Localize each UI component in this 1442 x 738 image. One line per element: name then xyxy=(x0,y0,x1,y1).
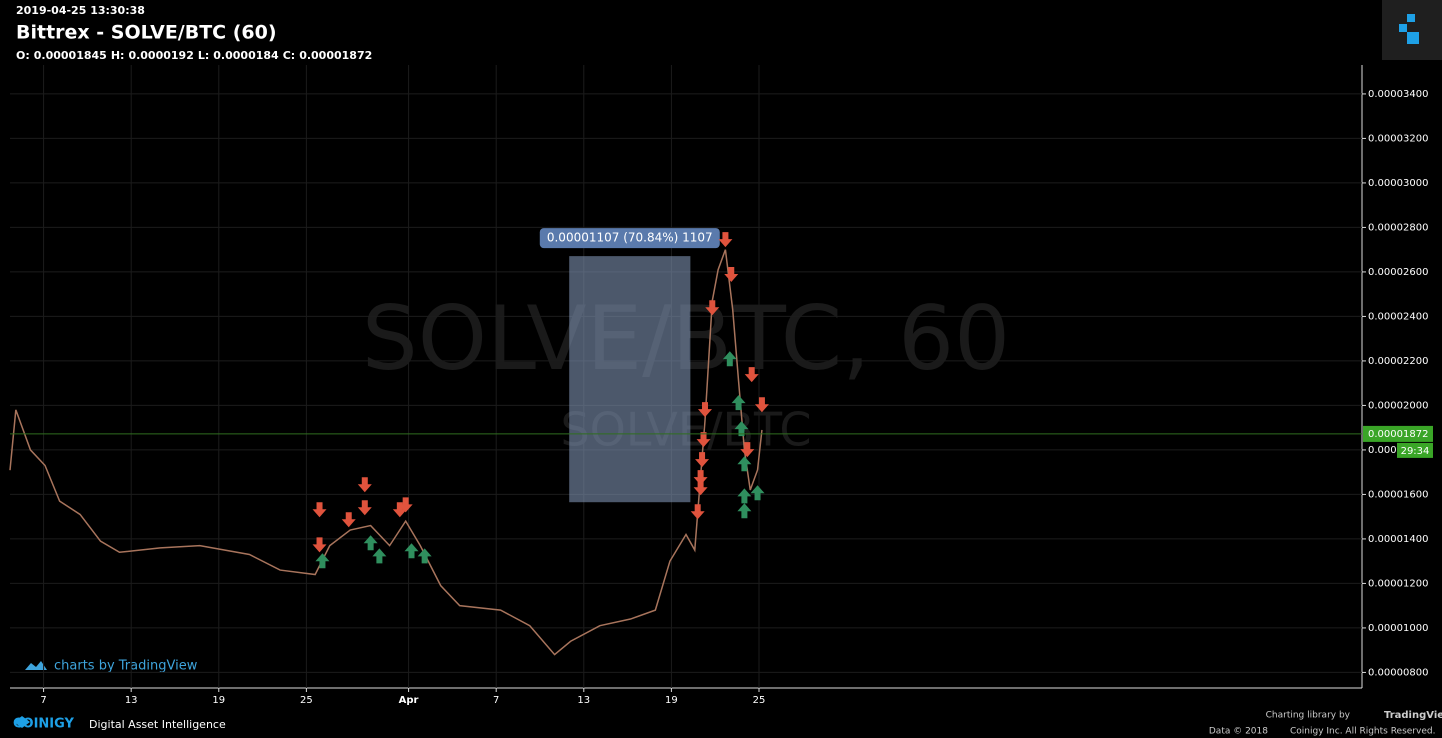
buy-arrow xyxy=(737,456,752,472)
sell-arrow xyxy=(398,497,413,513)
buy-arrow xyxy=(750,485,765,501)
ohlc-value: 0.0000192 xyxy=(128,49,193,62)
y-tick-label: 0.00001400 xyxy=(1368,534,1428,545)
sell-arrow xyxy=(693,480,708,496)
buy-arrow xyxy=(417,548,432,564)
sell-arrow xyxy=(690,504,705,520)
coinigy-logo xyxy=(14,716,30,728)
sell-arrow xyxy=(695,452,710,468)
y-tick-label: 0.00003200 xyxy=(1368,133,1428,144)
ohlc-value: 0.0000184 xyxy=(213,49,279,62)
library-name[interactable]: TradingView xyxy=(1384,710,1442,721)
rights: Coinigy Inc. All Rights Reserved. xyxy=(1290,727,1435,737)
x-tick-label: 25 xyxy=(753,695,766,706)
sell-arrow xyxy=(724,267,739,283)
sell-arrow xyxy=(696,432,711,448)
y-tick-label: 0.00002000 xyxy=(1368,400,1428,411)
y-tick-label: 0.00001000 xyxy=(1368,623,1428,634)
y-tick-label: 0.00003400 xyxy=(1368,89,1428,100)
measure-label: 0.00001107 (70.84%) 1107 xyxy=(547,231,713,245)
y-tick-label: 0.00002200 xyxy=(1368,356,1428,367)
buy-arrow xyxy=(737,503,752,519)
buy-arrow xyxy=(372,548,387,564)
attribution[interactable]: charts by TradingView xyxy=(54,659,198,674)
sell-arrow xyxy=(312,537,327,553)
tv-logo xyxy=(25,661,47,670)
x-tick-label: 13 xyxy=(125,695,138,706)
x-tick-label: 19 xyxy=(212,695,225,706)
x-tick-label: 7 xyxy=(40,695,46,706)
x-tick-label: 19 xyxy=(665,695,678,706)
ohlc-value: 0.00001872 xyxy=(299,49,372,62)
countdown: 29:34 xyxy=(1401,446,1430,457)
sell-arrow xyxy=(740,442,755,458)
sell-arrow xyxy=(697,402,712,418)
ohlc-value: 0.00001845 xyxy=(34,49,107,62)
price-line xyxy=(9,249,763,656)
sell-arrow xyxy=(357,477,372,493)
data-note: Data © 2018 xyxy=(1209,727,1268,737)
sell-arrow xyxy=(693,470,708,486)
buy-arrow xyxy=(734,421,749,437)
measure-label-box xyxy=(539,228,720,249)
x-tick-label: 13 xyxy=(577,695,590,706)
buy-arrow xyxy=(737,488,752,504)
buy-arrow xyxy=(363,535,378,551)
ohlc-label: H: xyxy=(111,49,125,62)
sell-arrow xyxy=(312,502,327,518)
x-tick-label: 25 xyxy=(300,695,313,706)
brand: COINIGY xyxy=(13,717,75,732)
x-tick-label: 7 xyxy=(493,695,499,706)
ohlc-label: L: xyxy=(198,49,209,62)
library-note: Charting library by xyxy=(1266,711,1351,721)
ohlc-label: O: xyxy=(16,49,30,62)
last-price-label: 0.00001872 xyxy=(1368,429,1428,440)
ohlc-label: C: xyxy=(283,49,295,62)
logo-box[interactable] xyxy=(1382,0,1442,60)
chart-title: Bittrex - SOLVE/BTC (60) xyxy=(16,22,277,44)
y-tick-label: 0.00001200 xyxy=(1368,578,1428,589)
tagline: Digital Asset Intelligence xyxy=(89,718,226,731)
buy-arrow xyxy=(731,395,746,411)
y-tick-label: 0.00001600 xyxy=(1368,489,1428,500)
y-tick-label: 0.00000800 xyxy=(1368,667,1428,678)
measure-box xyxy=(569,256,691,503)
sell-arrow xyxy=(392,502,407,518)
sell-arrow xyxy=(705,300,720,316)
sell-arrow xyxy=(754,397,769,413)
ohlc: O: 0.00001845 H: 0.0000192 L: 0.0000184 C: 0.00… xyxy=(16,49,372,62)
sell-arrow xyxy=(744,367,759,383)
buy-arrow xyxy=(404,543,419,559)
timestamp: 2019-04-25 13:30:38 xyxy=(16,4,145,17)
y-tick-label: 0.00002800 xyxy=(1368,222,1428,233)
y-tick-label: 0.00002400 xyxy=(1368,311,1428,322)
buy-arrow xyxy=(315,553,330,569)
y-tick-label: 0.00003000 xyxy=(1368,178,1428,189)
buy-arrow xyxy=(722,351,737,367)
x-tick-label: Apr xyxy=(399,695,419,706)
sell-arrow xyxy=(718,232,733,248)
countdown-box xyxy=(1397,442,1433,458)
y-tick-label: 0.00002600 xyxy=(1368,267,1428,278)
sell-arrow xyxy=(341,512,356,528)
last-price-box xyxy=(1363,425,1433,442)
logo xyxy=(1399,14,1419,44)
sell-arrow xyxy=(357,500,372,516)
